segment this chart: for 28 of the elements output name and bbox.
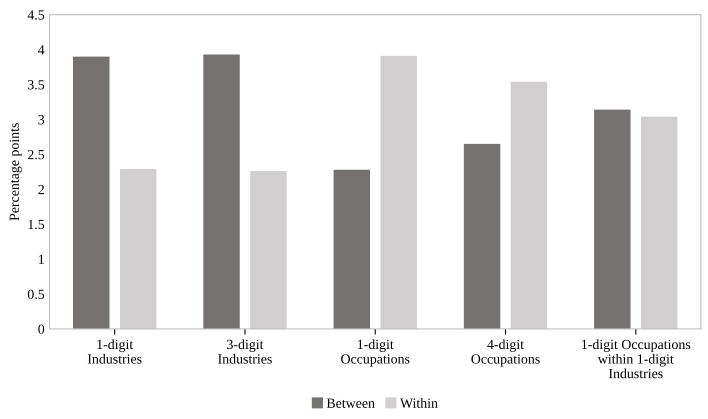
x-tick-label: 4-digit Occupations: [471, 339, 540, 366]
y-tick-label: 1.5: [28, 220, 44, 230]
bar: [380, 56, 417, 329]
bar: [594, 110, 631, 329]
y-tick-label: 1: [38, 254, 44, 264]
y-tick-label: 0.5: [28, 290, 44, 300]
y-tick-label: 4.5: [28, 10, 44, 20]
bar: [640, 116, 678, 329]
y-tick-label: 0: [38, 324, 44, 334]
bar: [203, 54, 240, 329]
bar: [120, 168, 156, 329]
y-tick-label: 3: [38, 115, 44, 124]
y-tick-label: 3.5: [28, 80, 44, 90]
bar: [464, 144, 500, 329]
legend-label: Between: [326, 398, 375, 408]
y-axis-title: Percentage points: [10, 123, 22, 221]
y-tick-label: 2.5: [28, 150, 44, 160]
y-tick-label: 2: [38, 184, 44, 194]
bar: [250, 171, 287, 329]
legend-label: Within: [400, 398, 438, 408]
x-tick-label: 1-digit Occupations within 1-digit Industries: [582, 339, 690, 378]
y-tick-label: 4: [38, 45, 44, 54]
x-tick-label: 1-digit Industries: [88, 339, 142, 364]
bar: [334, 170, 370, 329]
bar: [73, 56, 110, 329]
x-tick-label: 3-digit Industries: [218, 339, 272, 364]
bar: [510, 82, 548, 329]
x-tick-label: 1-digit Occupations: [341, 339, 410, 366]
